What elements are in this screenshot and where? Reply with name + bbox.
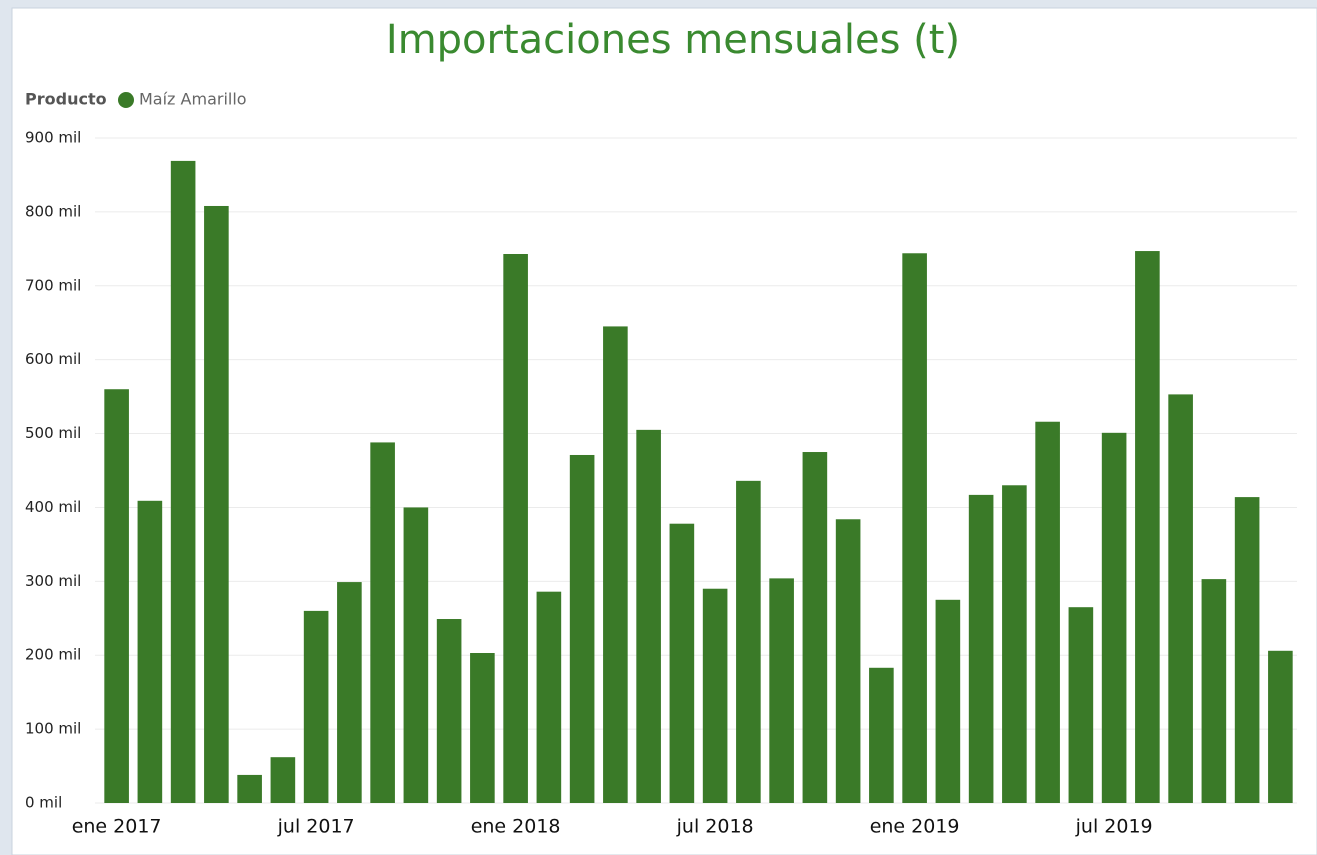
- bar: [104, 389, 129, 803]
- bar: [569, 454, 595, 803]
- x-tick-label: jul 2018: [676, 816, 754, 838]
- chart-title: Importaciones mensuales (t): [386, 17, 960, 63]
- y-tick-label: 0 mil: [25, 794, 62, 812]
- bar: [137, 500, 163, 803]
- bar: [869, 667, 894, 803]
- bar: [835, 519, 861, 803]
- bar: [237, 774, 262, 803]
- bar: [370, 442, 395, 803]
- bar: [1135, 251, 1160, 804]
- x-tick-label: ene 2019: [870, 816, 960, 838]
- y-tick-label: 900 mil: [25, 129, 81, 147]
- panel: [11, 7, 1317, 855]
- bar: [337, 582, 362, 803]
- bar: [204, 205, 229, 803]
- bar: [170, 160, 196, 804]
- bar: [769, 578, 794, 803]
- bar: [1234, 497, 1260, 803]
- bar: [403, 507, 429, 803]
- bar: [536, 591, 562, 803]
- bar: [603, 326, 628, 803]
- y-tick-label: 600 mil: [25, 350, 81, 368]
- y-tick-label: 300 mil: [25, 572, 81, 590]
- bar: [636, 429, 661, 803]
- legend-marker: [118, 92, 134, 108]
- bar: [270, 757, 296, 803]
- bar: [1035, 421, 1060, 803]
- x-tick-label: jul 2019: [1075, 816, 1153, 838]
- bar: [1201, 579, 1227, 803]
- bar: [669, 523, 695, 803]
- bar: [802, 452, 828, 803]
- bar: [1168, 394, 1193, 803]
- bar: [935, 599, 961, 803]
- x-tick-label: ene 2017: [72, 816, 162, 838]
- y-tick-label: 800 mil: [25, 202, 81, 220]
- bar: [303, 610, 329, 803]
- bar: [1268, 650, 1293, 803]
- bar: [736, 480, 761, 803]
- bar: [1101, 432, 1127, 803]
- x-tick-label: ene 2018: [471, 816, 561, 838]
- bar: [503, 254, 528, 803]
- y-tick-label: 500 mil: [25, 424, 81, 442]
- bar: [902, 253, 927, 803]
- y-tick-label: 700 mil: [25, 276, 81, 294]
- bar: [1068, 607, 1094, 803]
- y-tick-label: 400 mil: [25, 498, 81, 516]
- bar: [1002, 485, 1027, 803]
- x-tick-label: jul 2017: [277, 816, 355, 838]
- bar: [702, 588, 728, 803]
- y-tick-label: 200 mil: [25, 646, 81, 664]
- legend-label: Maíz Amarillo: [139, 90, 247, 109]
- bar: [968, 494, 994, 803]
- bar: [436, 619, 462, 803]
- y-tick-label: 100 mil: [25, 720, 81, 738]
- bar: [470, 653, 495, 803]
- legend-title: Producto: [25, 90, 107, 109]
